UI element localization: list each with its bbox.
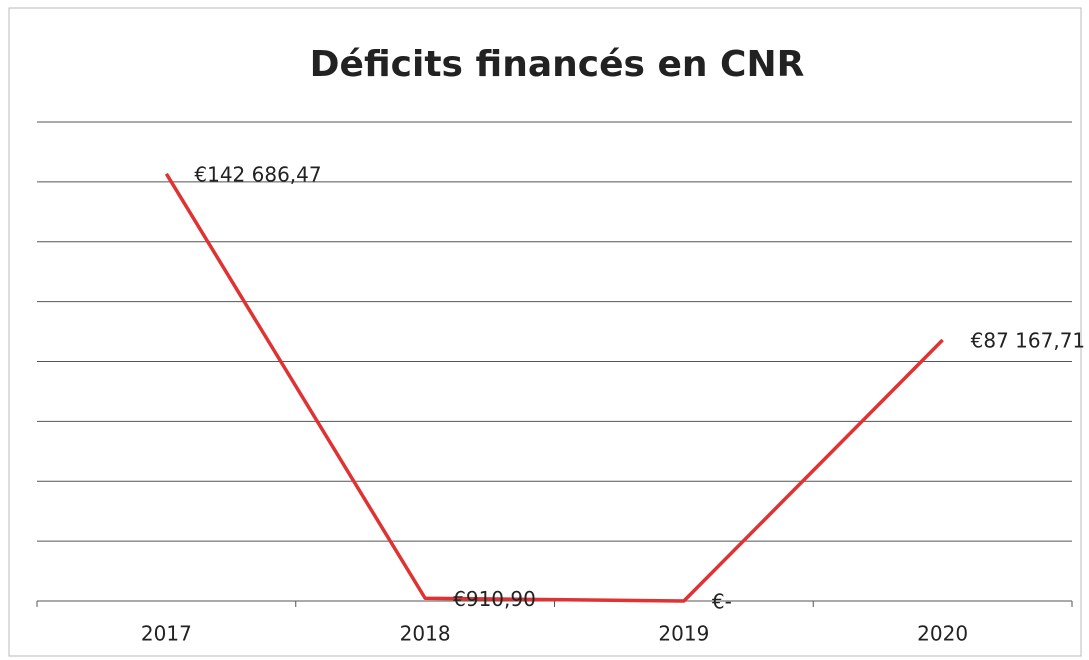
chart-title: Déficits financés en CNR: [310, 44, 805, 85]
value-label: €910,90: [453, 587, 536, 611]
line: [164, 172, 944, 603]
value-label: €-: [712, 590, 732, 614]
chart-frame: [8, 7, 1082, 657]
x-tick-label: 2019: [658, 622, 709, 646]
value-label: €87 167,71: [971, 329, 1086, 353]
x-tick-label: 2017: [141, 622, 192, 646]
x-tick-label: 2018: [400, 622, 451, 646]
x-tick-label: 2020: [917, 622, 968, 646]
value-label: €142 686,47: [194, 162, 321, 186]
